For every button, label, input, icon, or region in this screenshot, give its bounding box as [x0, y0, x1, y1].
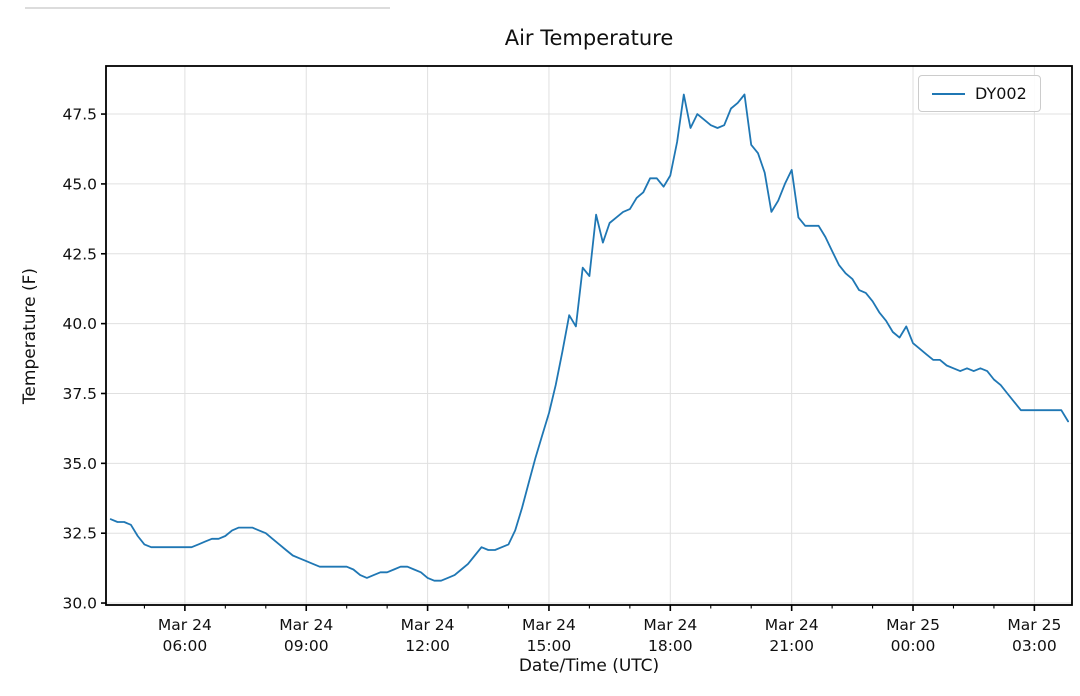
x-tick-label-date: Mar 25 — [886, 616, 940, 634]
y-tick-label: 47.5 — [62, 106, 97, 124]
y-tick-label: 37.5 — [62, 385, 97, 403]
chart-title: Air Temperature — [504, 26, 674, 50]
x-tick-label-time: 18:00 — [648, 637, 693, 655]
x-tick-label-time: 03:00 — [1012, 637, 1057, 655]
axes-spines — [105, 65, 1073, 606]
x-tick-label-time: 15:00 — [527, 637, 572, 655]
y-tick-label: 40.0 — [62, 315, 97, 333]
y-tick-label: 42.5 — [62, 245, 97, 263]
x-tick-label-date: Mar 25 — [1007, 616, 1061, 634]
temperature-line — [109, 93, 1069, 582]
legend-box: DY002 — [918, 75, 1041, 112]
x-tick-label-time: 09:00 — [284, 637, 329, 655]
x-tick-label-date: Mar 24 — [279, 616, 333, 634]
x-tick-label-date: Mar 24 — [765, 616, 819, 634]
y-tick-label: 35.0 — [62, 455, 97, 473]
x-tick-label-date: Mar 24 — [401, 616, 455, 634]
x-tick-label-date: Mar 24 — [522, 616, 576, 634]
browser-artifact-line — [25, 7, 390, 9]
x-tick-label-date: Mar 24 — [643, 616, 697, 634]
x-tick-label-time: 12:00 — [405, 637, 450, 655]
y-tick-label: 45.0 — [62, 175, 97, 193]
x-axis-label: Date/Time (UTC) — [518, 656, 660, 676]
x-tick-label-time: 06:00 — [163, 637, 208, 655]
y-tick-label: 30.0 — [62, 595, 97, 613]
x-tick-label-time: 21:00 — [769, 637, 814, 655]
y-tick-label: 32.5 — [62, 525, 97, 543]
y-axis-label: Temperature (F) — [20, 267, 40, 405]
x-tick-label-date: Mar 24 — [158, 616, 212, 634]
legend-line-sample — [932, 92, 965, 95]
legend-series-label: DY002 — [975, 84, 1027, 103]
x-tick-label-time: 00:00 — [891, 637, 936, 655]
